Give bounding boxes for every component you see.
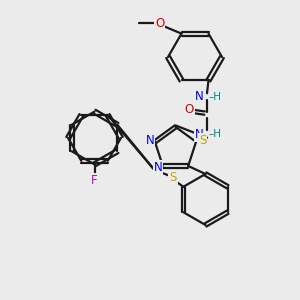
Text: O: O xyxy=(184,103,194,116)
Text: N: N xyxy=(195,128,204,141)
Text: N: N xyxy=(146,134,154,146)
Text: S: S xyxy=(169,171,177,184)
Text: N: N xyxy=(154,161,162,174)
Text: –H: –H xyxy=(209,92,222,102)
Text: O: O xyxy=(155,16,164,30)
Text: –H: –H xyxy=(209,129,222,139)
Text: F: F xyxy=(91,174,98,188)
Text: S: S xyxy=(199,134,206,147)
Text: N: N xyxy=(195,90,204,104)
